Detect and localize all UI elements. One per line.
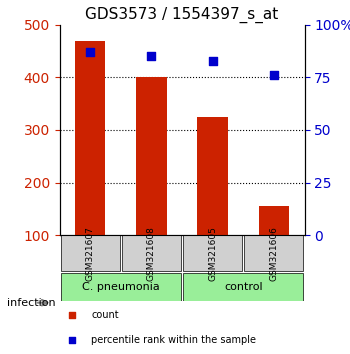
Text: infection: infection	[7, 298, 56, 308]
Point	[210, 58, 216, 63]
Bar	[259, 206, 289, 235]
FancyBboxPatch shape	[122, 235, 181, 271]
Bar	[197, 117, 228, 235]
FancyBboxPatch shape	[183, 273, 303, 301]
Text: control: control	[224, 282, 262, 292]
Bar	[136, 78, 167, 235]
Point	[88, 49, 93, 55]
FancyBboxPatch shape	[61, 273, 181, 301]
Point	[148, 53, 154, 59]
Text: GSM321605: GSM321605	[208, 226, 217, 281]
Text: C. pneumonia: C. pneumonia	[82, 282, 160, 292]
Text: GSM321606: GSM321606	[270, 226, 278, 281]
Text: GSM321608: GSM321608	[147, 226, 156, 281]
Title: GDS3573 / 1554397_s_at: GDS3573 / 1554397_s_at	[85, 7, 279, 23]
Point	[69, 312, 75, 318]
FancyBboxPatch shape	[183, 235, 242, 271]
Text: GSM321607: GSM321607	[86, 226, 94, 281]
Bar	[75, 41, 105, 235]
FancyBboxPatch shape	[244, 235, 303, 271]
Text: percentile rank within the sample: percentile rank within the sample	[91, 335, 256, 345]
Text: count: count	[91, 310, 119, 320]
Point	[271, 73, 277, 78]
Point	[69, 337, 75, 343]
FancyBboxPatch shape	[61, 235, 120, 271]
